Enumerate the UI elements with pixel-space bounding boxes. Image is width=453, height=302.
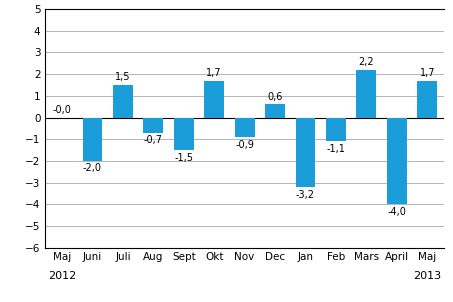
Bar (204, 81, 224, 117)
Text: -4,0: -4,0 (387, 207, 406, 217)
Bar (357, 70, 376, 117)
Text: 0,6: 0,6 (267, 92, 283, 102)
Text: 2012: 2012 (48, 271, 76, 281)
Bar (326, 117, 346, 141)
Text: -0,0: -0,0 (53, 105, 72, 115)
Text: -1,1: -1,1 (327, 144, 345, 154)
Text: -1,5: -1,5 (174, 153, 193, 163)
Text: -2,0: -2,0 (83, 163, 102, 173)
Bar (387, 117, 407, 204)
Text: 1,7: 1,7 (207, 68, 222, 78)
Text: -3,2: -3,2 (296, 190, 315, 200)
Bar (235, 117, 255, 137)
Bar (82, 117, 102, 161)
Text: 2,2: 2,2 (358, 57, 374, 67)
Text: 2013: 2013 (413, 271, 441, 281)
Bar (265, 104, 285, 117)
Text: -0,7: -0,7 (144, 135, 163, 145)
Bar (113, 85, 133, 117)
Bar (417, 81, 437, 117)
Text: 1,7: 1,7 (419, 68, 435, 78)
Bar (174, 117, 193, 150)
Text: 1,5: 1,5 (115, 72, 130, 82)
Bar (144, 117, 163, 133)
Bar (296, 117, 315, 187)
Text: -0,9: -0,9 (235, 140, 254, 149)
